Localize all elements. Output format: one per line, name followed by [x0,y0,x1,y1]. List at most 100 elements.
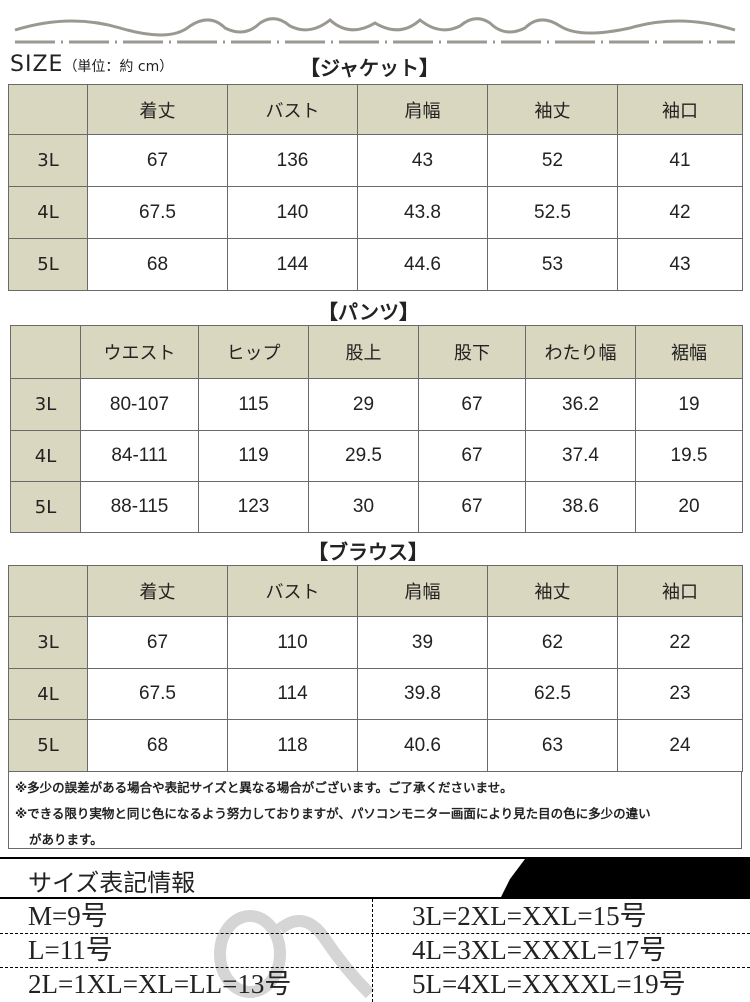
table-cell: 123 [198,481,309,533]
size-label-cell: 3L [8,134,88,187]
table-cell: 53 [487,238,618,291]
table-cell: 63 [487,719,618,772]
table-cell: 41 [617,134,743,187]
note-2-cont: があります。 [29,832,103,847]
table-cell: 67 [87,134,228,187]
size-label-cell: 5L [8,719,88,772]
table-cell: 67 [418,481,526,533]
table-cell: 68 [87,238,228,291]
unit-label: （単位：約 cm） [63,59,174,75]
size-label-cell: 3L [8,616,88,669]
header-row: ウエスト ヒップ 股上 股下 わたり幅 裾幅 [10,325,743,379]
table-row: 3L 67 136 43 52 41 [8,134,743,187]
note-2: ※できる限り実物と同じ色になるよう努力しておりますが、パソコンモニター画面により… [15,806,651,821]
pants-title: 【パンツ】 [318,300,419,324]
table-cell: 42 [617,186,743,239]
table-cell: 24 [617,719,743,772]
table-row: 5L 88-115 123 30 67 38.6 20 [10,481,743,533]
column-header: 袖丈 [487,565,618,617]
column-header [10,325,81,379]
table-cell: 29 [308,378,419,431]
table-cell: 20 [635,481,743,533]
size-equiv-right-1: 3L=2XL=XXL=15号 [412,901,647,931]
table-cell: 44.6 [357,238,488,291]
column-header: わたり幅 [525,325,636,379]
size-label-cell: 4L [8,186,88,239]
table-row: 3L 80-107 115 29 67 36.2 19 [10,378,743,431]
header-black-banner [500,859,750,899]
table-cell: 84-111 [80,430,199,482]
table-row: 4L 84-111 119 29.5 67 37.4 19.5 [10,430,743,482]
table-cell: 67 [418,430,526,482]
table-cell: 114 [227,668,358,720]
table-cell: 67.5 [87,186,228,239]
column-header: ウエスト [80,325,199,379]
jacket-title: 【ジャケット】 [300,56,439,80]
note-1: ※多少の誤差がある場合や表記サイズと異なる場合がございます。ご了承くださいませ。 [15,780,513,795]
table-cell: 115 [198,378,309,431]
table-row: 4L 67.5 114 39.8 62.5 23 [8,668,743,720]
table-row: 5L 68 118 40.6 63 24 [8,719,743,772]
divider [0,933,750,934]
table-cell: 110 [227,616,358,669]
table-cell: 136 [227,134,358,187]
table-cell: 30 [308,481,419,533]
table-row: 4L 67.5 140 43.8 52.5 42 [8,186,743,239]
size-equiv-left-3: 2L=1XL=XL=LL=13号 [28,969,292,999]
column-header: 肩幅 [357,84,488,135]
table-cell: 140 [227,186,358,239]
table-cell: 38.6 [525,481,636,533]
table-cell: 119 [198,430,309,482]
size-label-cell: 4L [8,668,88,720]
header-row: 着丈 バスト 肩幅 袖丈 袖口 [8,84,743,135]
table-cell: 68 [87,719,228,772]
table-cell: 118 [227,719,358,772]
table-cell: 88-115 [80,481,199,533]
table-cell: 43 [617,238,743,291]
divider [372,899,373,1002]
table-cell: 19 [635,378,743,431]
table-cell: 67.5 [87,668,228,720]
table-cell: 40.6 [357,719,488,772]
column-header: 肩幅 [357,565,488,617]
table-row: 3L 67 110 39 62 22 [8,616,743,669]
table-cell: 29.5 [308,430,419,482]
size-equiv-right-3: 5L=4XL=XXXXL=19号 [412,969,686,999]
notes-box: ※多少の誤差がある場合や表記サイズと異なる場合がございます。ご了承くださいませ。… [8,771,742,849]
table-cell: 52.5 [487,186,618,239]
size-equiv-left-1: M=9号 [28,901,108,931]
size-label-cell: 5L [10,481,81,533]
size-info-section: サイズ表記情報 M=9号 L=11号 2L=1XL=XL=LL=13号 3L=2… [0,857,750,1002]
divider [0,967,750,968]
table-cell: 23 [617,668,743,720]
table-cell: 67 [87,616,228,669]
column-header: 裾幅 [635,325,743,379]
column-header [8,84,88,135]
size-label-cell: 4L [10,430,81,482]
table-cell: 62.5 [487,668,618,720]
jacket-size-table: 着丈 バスト 肩幅 袖丈 袖口 3L 67 136 43 52 41 4L 67.5 140 43.8 52.… [8,84,743,291]
pants-size-table: ウエスト ヒップ 股上 股下 わたり幅 裾幅 3L 80-107 115 29 67 36.2 19 4L… [10,325,743,533]
column-header: 袖口 [617,84,743,135]
size-info-title: サイズ表記情報 [28,871,196,897]
blouse-size-table: 着丈 バスト 肩幅 袖丈 袖口 3L 67 110 39 62 22 4L 67.5 114 39.8 62.… [8,565,743,772]
column-header [8,565,88,617]
column-header: 着丈 [87,84,228,135]
column-header: 袖口 [617,565,743,617]
size-equiv-right-2: 4L=3XL=XXXL=17号 [412,935,667,965]
table-cell: 36.2 [525,378,636,431]
column-header: バスト [227,565,358,617]
size-info-header: サイズ表記情報 [0,859,750,899]
measuring-tape-icon [214,910,375,999]
table-cell: 22 [617,616,743,669]
size-equiv-left-2: L=11号 [28,935,113,965]
table-cell: 37.4 [525,430,636,482]
table-cell: 39 [357,616,488,669]
column-header: 股上 [308,325,419,379]
table-cell: 80-107 [80,378,199,431]
size-label: SIZE（単位：約 cm） [10,52,174,77]
column-header: 股下 [418,325,526,379]
size-label-cell: 5L [8,238,88,291]
header-row: 着丈 バスト 肩幅 袖丈 袖口 [8,565,743,617]
size-label-cell: 3L [10,378,81,431]
